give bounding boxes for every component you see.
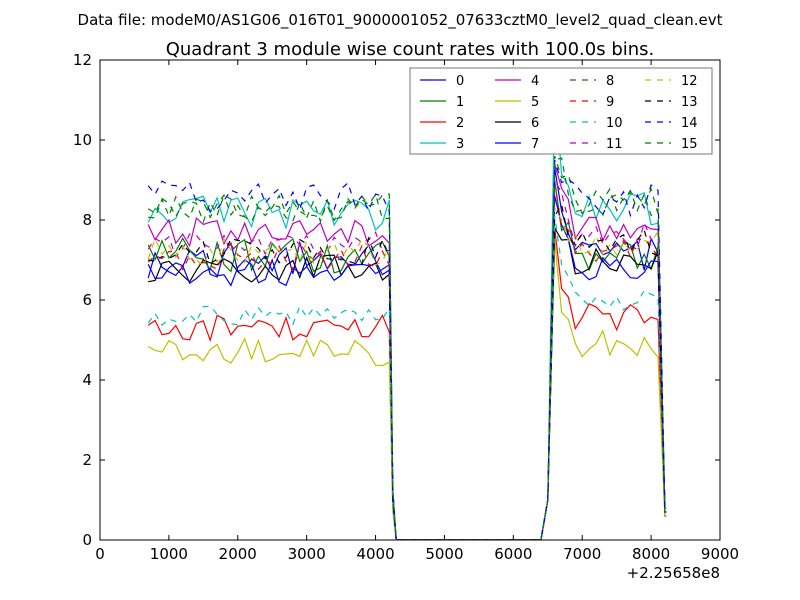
series-line-3 [147,87,667,540]
x-tick-label: 0 [95,545,105,563]
series-line-5 [147,239,667,540]
legend-label-12: 12 [681,74,698,89]
y-tick-label: 8 [82,211,92,229]
x-tick-label: 7000 [563,545,601,563]
legend-label-14: 14 [681,116,698,131]
series-line-10 [147,215,667,540]
series-line-11 [147,177,667,540]
series-line-0 [147,167,667,540]
series-line-1 [147,179,667,540]
x-tick-label: 6000 [494,545,532,563]
y-tick-label: 10 [73,131,92,149]
legend-label-13: 13 [681,95,698,110]
x-tick-label: 1000 [150,545,188,563]
x-offset-label: +2.25658e8 [627,564,720,582]
legend-label-6: 6 [531,116,539,131]
x-tick-label: 9000 [701,545,739,563]
legend-box [409,67,713,155]
series-line-6 [148,225,667,540]
legend-label-7: 7 [531,137,539,152]
series-line-8 [147,155,667,540]
x-tick-label: 8000 [632,545,670,563]
legend-label-11: 11 [606,137,623,152]
series-line-4 [147,163,667,540]
legend-label-0: 0 [456,74,464,89]
series-layer [147,87,667,540]
x-tick-label: 3000 [288,545,326,563]
series-line-14 [147,159,667,540]
y-tick-label: 2 [82,451,92,469]
series-line-13 [148,202,667,540]
series-line-2 [147,227,667,540]
axis-ticks: 0 1000 2000 3000 4000 5000 6000 7000 8000 9000 0 2 4… [73,51,739,563]
legend-label-3: 3 [456,137,464,152]
y-tick-label: 6 [82,291,92,309]
legend-label-9: 9 [606,95,614,110]
suptitle: Data file: modeM0/AS1G06_016T01_90000010… [78,11,723,30]
series-line-7 [147,195,667,540]
y-tick-label: 4 [82,371,92,389]
legend-label-10: 10 [606,116,623,131]
x-tick-label: 2000 [219,545,257,563]
legend-label-8: 8 [606,74,614,89]
series-line-9 [147,183,667,540]
y-tick-label: 0 [82,531,92,549]
legend-label-15: 15 [681,137,698,152]
series-line-12 [147,205,667,540]
legend-label-5: 5 [531,95,539,110]
legend-label-4: 4 [531,74,539,89]
x-tick-label: 5000 [425,545,463,563]
legend-label-2: 2 [456,116,464,131]
y-tick-label: 12 [73,51,92,69]
chart-title: Quadrant 3 module wise count rates with … [166,39,655,60]
legend-label-1: 1 [456,95,464,110]
x-tick-label: 4000 [356,545,394,563]
